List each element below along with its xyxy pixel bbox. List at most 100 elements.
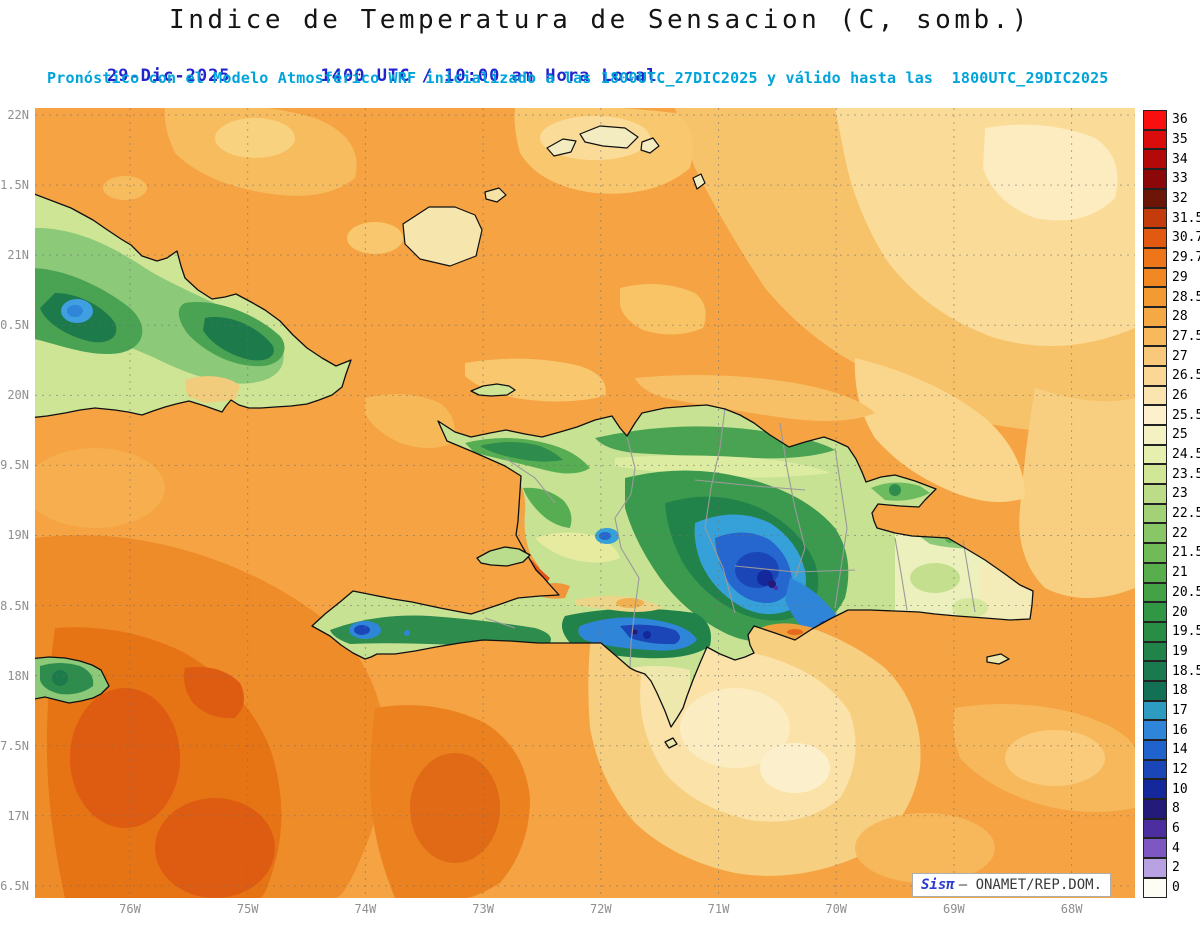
- legend-swatch: [1143, 543, 1167, 563]
- legend-swatch: [1143, 425, 1167, 445]
- legend-entry: 36: [1143, 110, 1200, 130]
- legend-value: 29: [1172, 269, 1188, 285]
- legend-entry: 22: [1143, 523, 1200, 544]
- lat-label: 9.5N: [0, 458, 29, 473]
- legend-entry: 29: [1143, 267, 1200, 288]
- legend-value: 6: [1172, 821, 1180, 837]
- legend-value: 25.5: [1172, 407, 1200, 423]
- legend-entry: 27: [1143, 346, 1200, 366]
- legend-swatch: [1143, 326, 1167, 347]
- lat-label: 8.5N: [0, 598, 29, 613]
- legend-swatch: [1143, 287, 1167, 307]
- forecast-map: [35, 108, 1135, 898]
- legend-entry: 28: [1143, 306, 1200, 327]
- legend-entry: 12: [1143, 759, 1200, 780]
- legend-value: 26.5: [1172, 368, 1200, 384]
- legend-swatch: [1143, 503, 1167, 524]
- map-gridlines: [35, 108, 1135, 898]
- legend-swatch: [1143, 621, 1167, 642]
- legend-swatch: [1143, 602, 1167, 622]
- legend-swatch: [1143, 464, 1167, 485]
- cuba-landmass: [35, 194, 351, 418]
- legend-swatch: [1143, 228, 1167, 248]
- legend-entry: 26: [1143, 385, 1200, 406]
- legend-entry: 31.5: [1143, 208, 1200, 229]
- legend-entry: 19.5: [1143, 621, 1200, 642]
- lon-label: 74W: [354, 902, 377, 916]
- legend-value: 29.7: [1172, 250, 1200, 266]
- legend-swatch: [1143, 110, 1167, 130]
- valid-time: 1400 UTC / 10:00 am Hora Local: [320, 66, 658, 86]
- legend-entry: 22.5: [1143, 503, 1200, 524]
- lat-label: 18N: [7, 668, 29, 683]
- legend-value: 28: [1172, 309, 1188, 325]
- legend-value: 32: [1172, 191, 1188, 207]
- legend-swatch: [1143, 562, 1167, 583]
- lat-label: 7.5N: [0, 738, 29, 753]
- legend-entry: 20: [1143, 602, 1200, 622]
- legend-swatch: [1143, 208, 1167, 229]
- legend-entry: 26.5: [1143, 365, 1200, 386]
- legend-value: 36: [1172, 112, 1188, 128]
- legend-entry: 29.7: [1143, 247, 1200, 268]
- legend-value: 18.5: [1172, 663, 1200, 679]
- lat-label: 22N: [7, 108, 29, 122]
- lat-label: 19N: [7, 528, 29, 543]
- legend-value: 21.5: [1172, 545, 1200, 561]
- legend-entry: 2: [1143, 858, 1200, 878]
- legend-entry: 30.7: [1143, 228, 1200, 248]
- legend-swatch: [1143, 444, 1167, 465]
- forecast-info: Pronóstico con el Modelo Atmosférico WRF…: [47, 69, 1109, 87]
- lon-label: 76W: [119, 902, 141, 916]
- legend-value: 28.5: [1172, 289, 1200, 305]
- lat-label: 20N: [7, 388, 29, 403]
- legend-swatch: [1143, 247, 1167, 268]
- legend-swatch: [1143, 149, 1167, 170]
- legend-value: 19: [1172, 643, 1188, 659]
- legend-entry: 23: [1143, 484, 1200, 504]
- legend-value: 23: [1172, 486, 1188, 502]
- longitude-axis: 76W 75W 74W 73W 72W 71W 70W 69W 68W: [35, 902, 1135, 920]
- legend-swatch: [1143, 661, 1167, 681]
- legend-swatch: [1143, 858, 1167, 878]
- legend-entry: 27.5: [1143, 326, 1200, 347]
- legend-swatch: [1143, 169, 1167, 189]
- hispaniola-landmass: [312, 405, 1033, 727]
- legend-swatch: [1143, 700, 1167, 721]
- legend-value: 2: [1172, 860, 1180, 876]
- legend-swatch: [1143, 877, 1167, 898]
- legend-swatch: [1143, 818, 1167, 839]
- legend-value: 0: [1172, 880, 1180, 896]
- coastlines: [35, 193, 1034, 749]
- legend-value: 19.5: [1172, 624, 1200, 640]
- legend-swatch: [1143, 740, 1167, 760]
- lon-label: 71W: [707, 902, 730, 916]
- legend-entry: 16: [1143, 720, 1200, 740]
- legend-value: 17: [1172, 702, 1188, 718]
- legend-entry: 35: [1143, 129, 1200, 150]
- legend-entry: 25.5: [1143, 405, 1200, 425]
- lon-label: 75W: [236, 902, 259, 916]
- legend-entry: 18.5: [1143, 661, 1200, 681]
- legend-swatch: [1143, 799, 1167, 819]
- legend-value: 31.5: [1172, 210, 1200, 226]
- legend-swatch: [1143, 405, 1167, 425]
- legend-value: 22: [1172, 525, 1188, 541]
- legend-swatch: [1143, 365, 1167, 386]
- legend-swatch: [1143, 523, 1167, 544]
- legend-swatch: [1143, 188, 1167, 209]
- legend-value: 12: [1172, 762, 1188, 778]
- legend-swatch: [1143, 582, 1167, 603]
- jamaica-landmass: [35, 657, 109, 703]
- legend-value: 22.5: [1172, 506, 1200, 522]
- legend-entry: 6: [1143, 818, 1200, 839]
- legend-entry: 20.5: [1143, 582, 1200, 603]
- legend-value: 35: [1172, 132, 1188, 148]
- legend-swatch: [1143, 641, 1167, 662]
- latitude-axis: 22N 1.5N 21N 0.5N 20N 9.5N 19N 8.5N 18N 7.5N 17N 6.…: [0, 108, 31, 898]
- lat-label: 0.5N: [0, 318, 29, 333]
- watermark: Sisπ – ONAMET/REP.DOM.: [912, 873, 1112, 897]
- legend-value: 33: [1172, 171, 1188, 187]
- legend-value: 20.5: [1172, 584, 1200, 600]
